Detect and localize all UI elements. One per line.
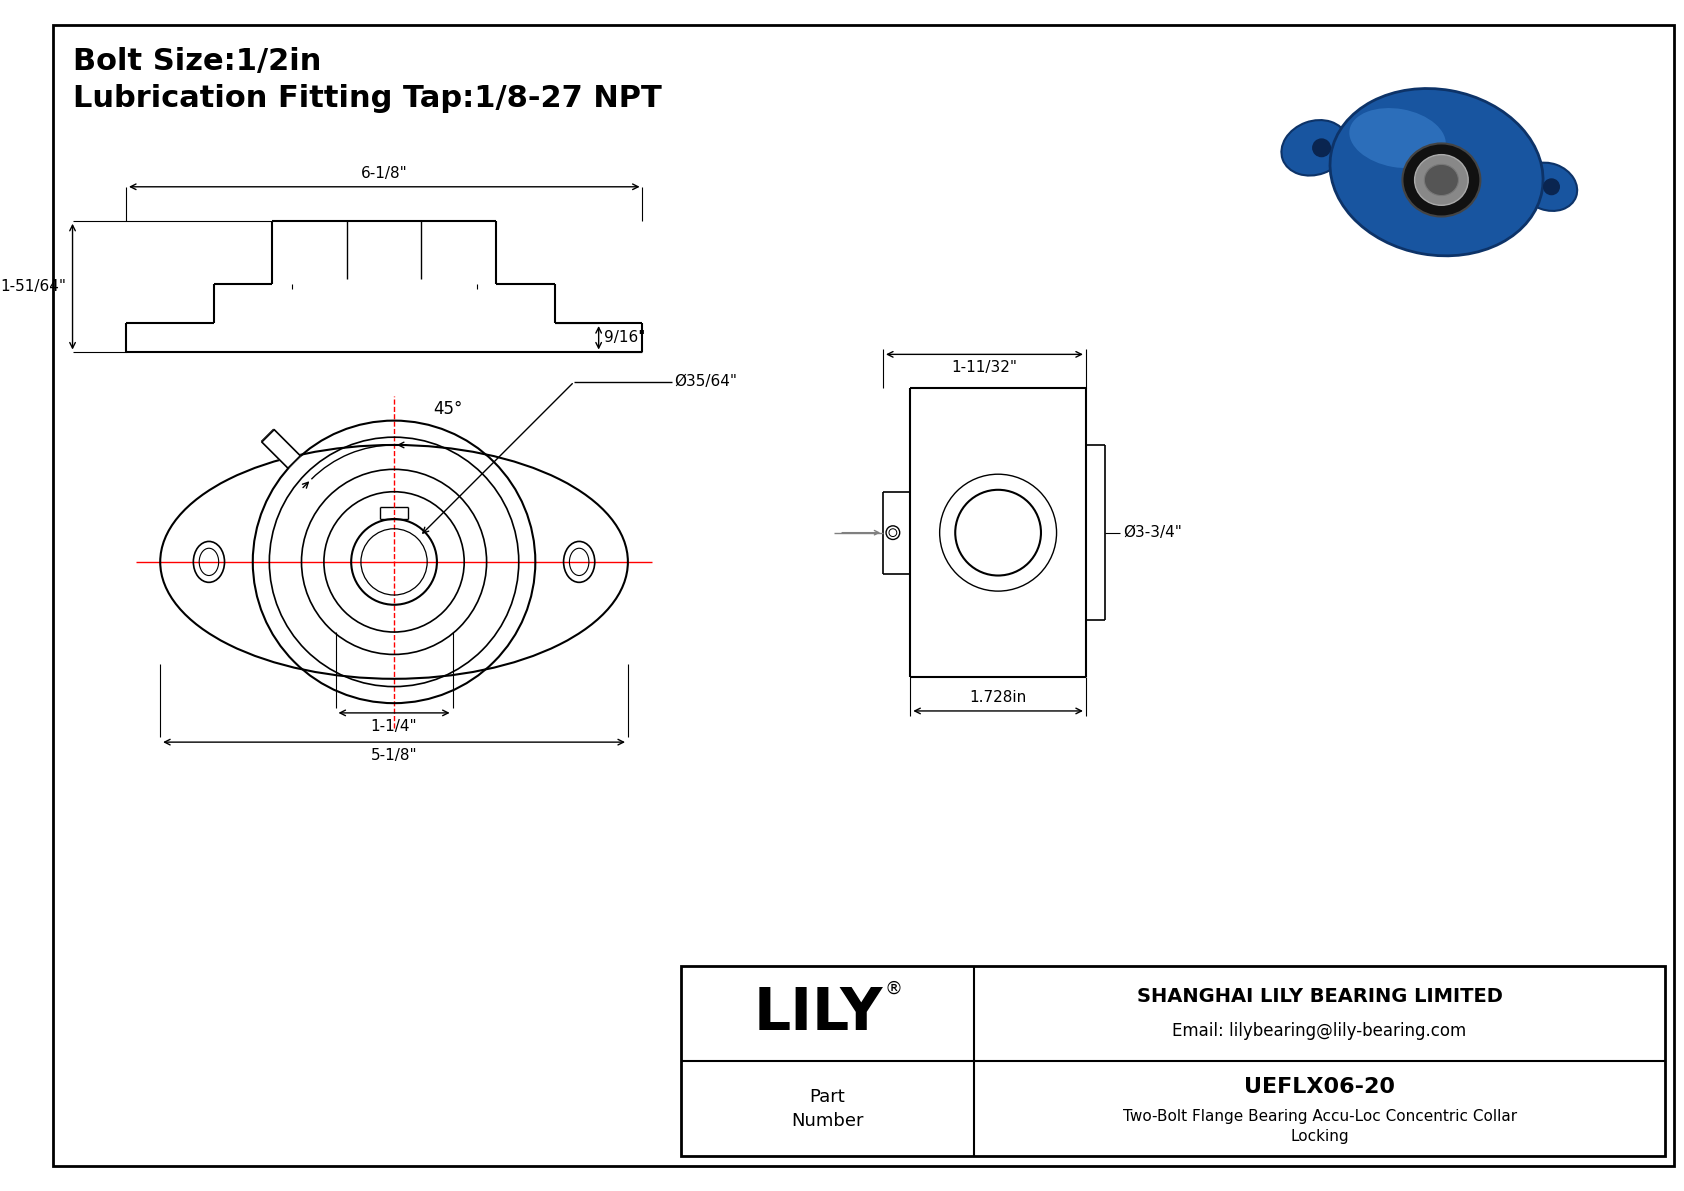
- Text: Ø35/64": Ø35/64": [675, 374, 738, 389]
- Text: Lubrication Fitting Tap:1/8-27 NPT: Lubrication Fitting Tap:1/8-27 NPT: [72, 85, 662, 113]
- Circle shape: [1544, 179, 1559, 194]
- Text: 6-1/8": 6-1/8": [360, 166, 408, 181]
- Text: Bolt Size:1/2in: Bolt Size:1/2in: [72, 48, 322, 76]
- Text: SHANGHAI LILY BEARING LIMITED: SHANGHAI LILY BEARING LIMITED: [1137, 986, 1502, 1005]
- Ellipse shape: [1415, 155, 1468, 205]
- Text: ®: ®: [884, 979, 903, 997]
- Text: UEFLX06-20: UEFLX06-20: [1244, 1078, 1394, 1097]
- Text: 45°: 45°: [433, 400, 463, 418]
- Text: 1-11/32": 1-11/32": [951, 360, 1017, 375]
- Text: 5-1/8": 5-1/8": [370, 748, 418, 763]
- Text: 1.728in: 1.728in: [970, 690, 1027, 705]
- Text: Email: lilybearing@lily-bearing.com: Email: lilybearing@lily-bearing.com: [1172, 1022, 1467, 1040]
- Text: LILY: LILY: [753, 985, 882, 1042]
- Text: Ø3-3/4": Ø3-3/4": [1123, 525, 1182, 541]
- Text: Two-Bolt Flange Bearing Accu-Loc Concentric Collar
Locking: Two-Bolt Flange Bearing Accu-Loc Concent…: [1123, 1109, 1517, 1143]
- Text: 9/16": 9/16": [605, 330, 647, 345]
- Ellipse shape: [1349, 108, 1447, 168]
- Bar: [682, 966, 1665, 1156]
- Ellipse shape: [1282, 120, 1349, 175]
- Text: 1-1/4": 1-1/4": [370, 718, 418, 734]
- Ellipse shape: [1330, 88, 1543, 256]
- Ellipse shape: [1521, 163, 1578, 211]
- Ellipse shape: [1403, 143, 1480, 217]
- Text: 1-51/64": 1-51/64": [0, 279, 67, 294]
- Ellipse shape: [1425, 164, 1458, 195]
- Text: Part
Number: Part Number: [791, 1087, 864, 1129]
- Circle shape: [1314, 139, 1330, 156]
- Polygon shape: [261, 430, 300, 468]
